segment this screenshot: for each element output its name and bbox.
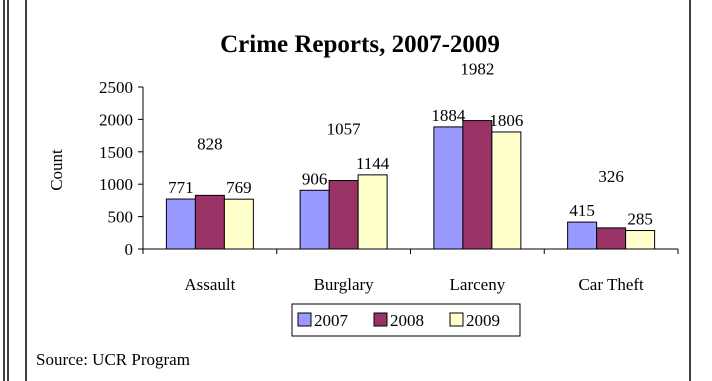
bar-2007-car-theft [567, 221, 598, 250]
bar-2009-larceny [491, 131, 522, 250]
data-label: 1806 [489, 111, 523, 130]
legend-swatch-2008 [373, 312, 388, 327]
legend-label-2007: 2007 [314, 311, 349, 330]
y-tick-label: 0 [125, 240, 134, 259]
y-tick-label: 2500 [99, 78, 133, 97]
legend-swatch-2009 [449, 312, 464, 327]
legend-swatch-2007 [297, 312, 312, 327]
category-label: Assault [184, 275, 235, 294]
bar-2008-car-theft [596, 227, 627, 250]
bar-2008-burglary [328, 180, 359, 250]
data-label: 1144 [356, 154, 390, 173]
source-note: Source: UCR Program [36, 350, 190, 369]
y-axis-label: Count [47, 149, 66, 191]
y-tick-label: 1500 [99, 143, 133, 162]
bar-2009-car-theft [625, 230, 656, 250]
legend-label-2008: 2008 [390, 311, 424, 330]
legend-label-2009: 2009 [466, 311, 500, 330]
y-tick-label: 500 [108, 208, 134, 227]
data-label: 415 [569, 201, 595, 220]
data-label: 771 [168, 178, 194, 197]
bar-2007-burglary [299, 189, 330, 250]
bar-2007-assault [165, 198, 196, 250]
bar-2009-burglary [357, 174, 388, 250]
legend: 2007 2008 2009 [291, 303, 521, 337]
category-label: Burglary [314, 275, 375, 294]
data-label: 1982 [460, 60, 494, 79]
bar-2009-assault [223, 198, 254, 250]
legend-box [291, 303, 521, 337]
data-label: 906 [302, 169, 328, 188]
data-label: 326 [598, 167, 624, 186]
chart-title: Crime Reports, 2007-2009 [220, 31, 500, 58]
bar-2008-assault [194, 194, 225, 250]
bar-2008-larceny [462, 120, 493, 250]
data-label: 1884 [431, 106, 466, 125]
y-tick-label: 2000 [99, 110, 133, 129]
data-label: 769 [226, 178, 252, 197]
bars [165, 120, 656, 250]
bar-2007-larceny [433, 126, 464, 250]
y-tick-label: 1000 [99, 175, 133, 194]
data-label: 1057 [327, 120, 362, 139]
data-label: 828 [197, 134, 223, 153]
data-label: 285 [627, 210, 653, 229]
category-label: Car Theft [578, 275, 644, 294]
category-label: Larceny [450, 275, 506, 294]
